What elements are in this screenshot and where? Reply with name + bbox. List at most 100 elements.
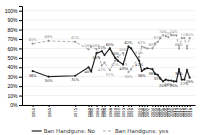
y-tick-mark <box>19 11 22 12</box>
data-label: 60% <box>148 43 157 47</box>
y-tick-label: 0% <box>10 102 18 108</box>
x-tick-mark <box>102 105 103 107</box>
y-tick-label: 30% <box>7 74 18 80</box>
x-tick-label: 1996 <box>129 107 134 117</box>
point <box>175 80 177 82</box>
y-tick-mark <box>19 105 22 106</box>
x-tick-mark <box>187 105 188 107</box>
data-label: 55% <box>93 56 102 60</box>
point <box>189 77 191 79</box>
y-tick: 90% <box>7 17 22 23</box>
point <box>157 74 159 76</box>
y-tick: 100% <box>5 8 22 14</box>
data-label: 31% <box>71 78 80 82</box>
data-label: 60% <box>106 43 115 47</box>
y-tick: 40% <box>7 64 22 70</box>
point <box>117 60 119 62</box>
x-tick-mark <box>147 105 148 107</box>
y-tick-label: 60% <box>7 46 18 52</box>
x-tick-label: 1959 <box>31 107 36 117</box>
data-label: 40% <box>85 70 94 74</box>
x-tick-mark <box>190 105 191 107</box>
x-tick-mark <box>158 105 159 107</box>
x-tick-label: 1981 <box>89 107 94 117</box>
x-tick-mark <box>75 105 76 107</box>
point <box>95 52 97 54</box>
x-tick-label: 1986 <box>102 107 107 117</box>
y-tick-mark <box>19 30 22 31</box>
line <box>33 47 190 82</box>
point <box>178 68 180 70</box>
point <box>146 67 148 69</box>
legend-label: Ban Handguns: yes <box>115 128 168 135</box>
data-label: 51% <box>135 51 144 55</box>
x-tick: 1965 <box>47 105 52 117</box>
y-tick-mark <box>19 77 22 78</box>
plot: 0%10%20%30%40%50%60%70%80%90%100%1959196… <box>5 7 196 118</box>
data-label: 71% <box>186 33 195 37</box>
point <box>167 79 169 81</box>
point <box>114 60 116 62</box>
x-tick-mark <box>168 105 169 107</box>
x-tick-mark <box>160 105 161 107</box>
data-label: 60% <box>175 43 184 47</box>
point <box>87 66 89 68</box>
x-tick: 1981 <box>89 105 94 117</box>
data-label: 47% <box>111 63 120 67</box>
data-label: 38% <box>148 72 157 76</box>
data-label: 59% <box>93 44 102 48</box>
x-tick-label: 1991 <box>116 107 121 117</box>
point <box>167 36 169 38</box>
x-tick-mark <box>152 105 153 107</box>
x-tick: 1975 <box>73 105 78 117</box>
x-tick-mark <box>131 105 132 107</box>
point <box>183 37 185 39</box>
data-label: 67% <box>71 36 80 40</box>
y-tick: 10% <box>7 93 22 99</box>
y-tick-label: 90% <box>7 17 18 23</box>
point <box>109 69 111 71</box>
x-tick: 1993 <box>121 105 126 117</box>
y-tick-label: 50% <box>7 55 18 61</box>
point <box>87 48 89 50</box>
data-label: 55% <box>119 48 128 52</box>
y-tick-label: 80% <box>7 27 18 33</box>
x-tick-label: 1988 <box>108 107 113 117</box>
point <box>165 78 167 80</box>
x-tick: 1986 <box>102 105 107 117</box>
y-tick-mark <box>19 67 22 68</box>
point <box>151 47 153 49</box>
x-tick: 1983 <box>94 105 99 117</box>
legend: Ban Handguns: No Ban Handguns: yes <box>32 128 169 135</box>
legend-swatch <box>32 130 42 131</box>
data-label: 35% <box>124 75 133 79</box>
grid-line <box>22 57 195 58</box>
grid-line <box>22 20 195 21</box>
x-tick-mark <box>105 105 106 107</box>
x-tick-mark <box>91 105 92 107</box>
x-tick-mark <box>123 105 124 107</box>
data-label: 42% <box>98 68 107 72</box>
point <box>181 78 183 80</box>
point <box>138 60 140 62</box>
data-label: 65% <box>29 38 38 42</box>
x-tick-mark <box>171 105 172 107</box>
chart: 0%10%20%30%40%50%60%70%80%90%100%1959196… <box>0 0 200 135</box>
x-tick-mark <box>128 105 129 107</box>
y-tick-label: 40% <box>7 64 18 70</box>
legend-label: Ban Handguns: No <box>44 128 96 135</box>
point <box>48 76 50 78</box>
legend-swatch <box>103 131 113 132</box>
point <box>114 57 116 59</box>
y-tick: 50% <box>7 55 22 61</box>
y-tick-mark <box>19 58 22 59</box>
data-label: 68% <box>45 35 54 39</box>
data-label: 37% <box>106 73 115 77</box>
y-tick-label: 100% <box>5 8 18 14</box>
y-tick-mark <box>19 96 22 97</box>
data-labels: 36%30%31%40%55%57%60%50%43%62%47%36%38%3… <box>29 30 195 88</box>
x-tick: 1996 <box>129 105 134 117</box>
point <box>189 37 191 39</box>
grid-line <box>22 10 195 11</box>
point <box>178 47 180 49</box>
